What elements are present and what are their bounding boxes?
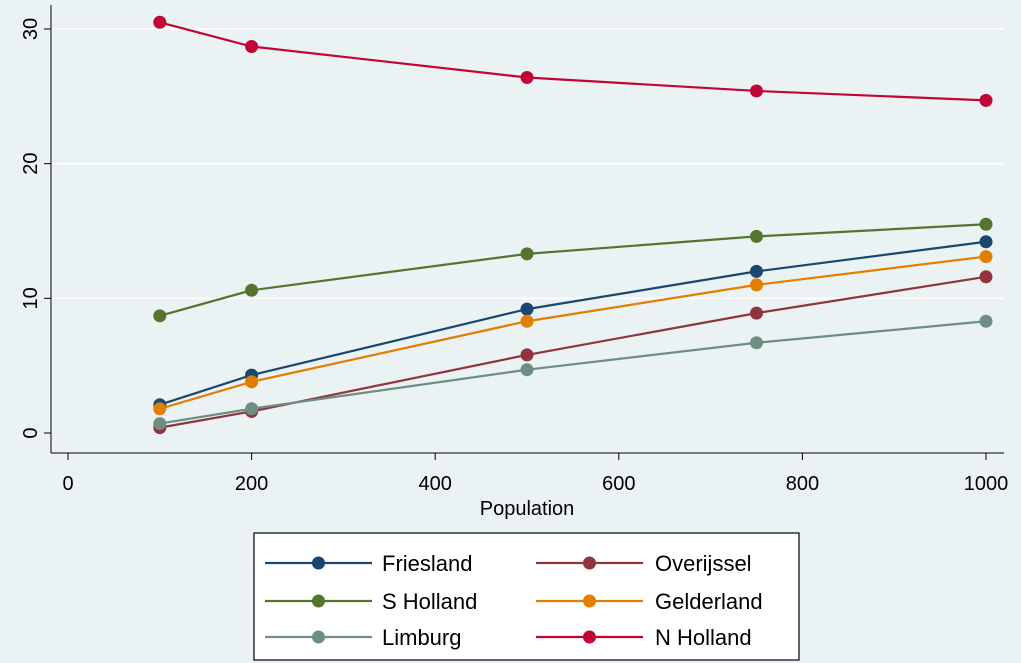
legend-label: Limburg bbox=[382, 625, 461, 650]
legend-label: S Holland bbox=[382, 589, 477, 614]
legend: Friesland Overijssel S Holland Gelderland Li… bbox=[265, 551, 763, 650]
data-point bbox=[520, 70, 534, 84]
data-point bbox=[979, 93, 993, 107]
data-point bbox=[979, 235, 993, 249]
data-point bbox=[750, 278, 763, 292]
legend-item: Gelderland bbox=[536, 589, 763, 614]
legend-swatch-marker bbox=[312, 556, 325, 570]
data-point bbox=[153, 15, 167, 29]
data-point bbox=[979, 250, 993, 264]
data-point bbox=[979, 217, 993, 231]
x-ticks: 0 200 400 600 800 1000 bbox=[62, 453, 1008, 495]
legend-swatch-marker bbox=[312, 630, 325, 644]
legend-box bbox=[253, 532, 800, 661]
series-group bbox=[153, 15, 993, 435]
legend-label: Overijssel bbox=[655, 551, 752, 576]
series-s-holland bbox=[153, 217, 993, 323]
data-point bbox=[245, 375, 259, 389]
legend-item: Limburg bbox=[265, 625, 461, 650]
legend-swatch-marker bbox=[583, 594, 596, 608]
series-n-holland bbox=[153, 15, 993, 107]
y-tick-label: 0 bbox=[20, 427, 42, 438]
data-point bbox=[153, 417, 167, 431]
series-gelderland bbox=[153, 250, 993, 416]
legend-swatch-marker bbox=[583, 630, 596, 644]
data-point bbox=[979, 270, 993, 284]
data-point bbox=[520, 348, 534, 362]
data-point bbox=[750, 84, 763, 98]
x-tick-label: 600 bbox=[602, 473, 635, 495]
series-limburg bbox=[153, 314, 993, 431]
legend-label: Friesland bbox=[382, 551, 472, 576]
legend-label: Gelderland bbox=[655, 589, 763, 614]
legend-swatch-marker bbox=[583, 556, 596, 570]
data-point bbox=[750, 306, 763, 320]
data-point bbox=[153, 402, 167, 416]
data-point bbox=[245, 402, 259, 416]
legend-item: S Holland bbox=[265, 589, 477, 614]
y-ticks: 0 10 20 30 bbox=[20, 18, 51, 439]
data-point bbox=[750, 229, 763, 243]
y-tick-label: 10 bbox=[20, 287, 42, 309]
y-tick-label: 30 bbox=[20, 18, 42, 40]
x-tick-label: 200 bbox=[235, 473, 268, 495]
x-tick-label: 1000 bbox=[964, 473, 1009, 495]
x-tick-label: 0 bbox=[62, 473, 73, 495]
data-point bbox=[520, 314, 534, 328]
data-point bbox=[520, 247, 534, 261]
legend-label: N Holland bbox=[655, 625, 752, 650]
data-point bbox=[245, 40, 259, 54]
data-point bbox=[520, 302, 534, 316]
data-point bbox=[245, 283, 259, 297]
legend-swatch-marker bbox=[312, 594, 325, 608]
data-point bbox=[520, 363, 534, 377]
y-tick-label: 20 bbox=[20, 153, 42, 175]
x-axis-title: Population bbox=[480, 498, 575, 520]
data-point bbox=[153, 309, 167, 323]
x-tick-label: 800 bbox=[786, 473, 819, 495]
data-point bbox=[750, 264, 763, 278]
legend-item: N Holland bbox=[536, 625, 752, 650]
x-tick-label: 400 bbox=[419, 473, 452, 495]
data-point bbox=[979, 314, 993, 328]
data-point bbox=[750, 336, 763, 350]
legend-item: Friesland bbox=[265, 551, 472, 576]
legend-item: Overijssel bbox=[536, 551, 752, 576]
